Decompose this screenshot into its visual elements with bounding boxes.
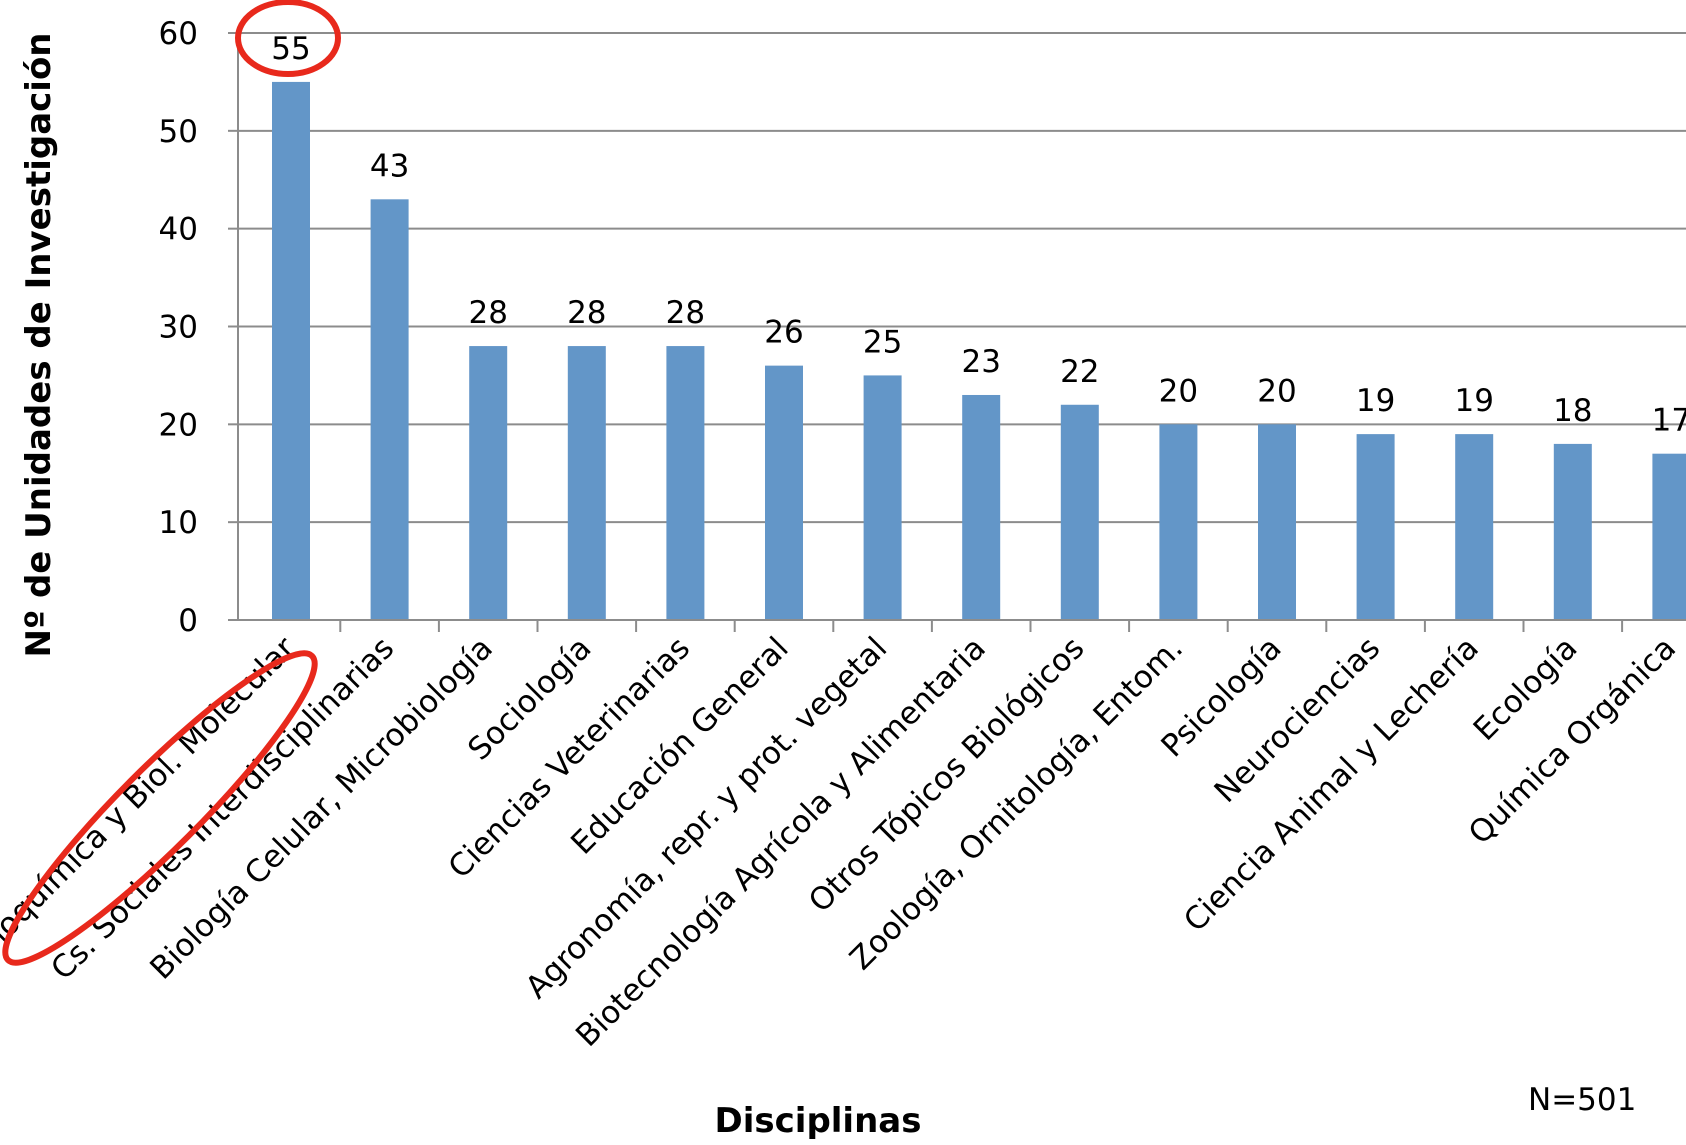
y-axis-title: Nº de Unidades de Investigación — [19, 32, 59, 657]
data-label: 26 — [764, 315, 803, 351]
data-labels: 55 43 28 28 28 26 25 23 22 20 20 19 19 18 17 — [271, 31, 1686, 439]
data-label: 28 — [567, 295, 606, 331]
data-label: 18 — [1553, 393, 1592, 429]
data-label: 19 — [1356, 383, 1395, 419]
x-axis-title: Disciplinas — [715, 1101, 922, 1141]
y-tick-label: 10 — [159, 505, 198, 541]
bar — [1060, 404, 1099, 620]
bar — [1553, 443, 1592, 620]
category-highlight-ellipse — [2, 650, 318, 966]
data-label: 25 — [863, 324, 902, 360]
y-tick-label: 0 — [178, 603, 198, 639]
y-tick-label: 20 — [159, 407, 198, 443]
bar — [1258, 424, 1296, 620]
y-tick-label: 50 — [159, 114, 198, 150]
bar — [1356, 434, 1395, 620]
y-tick-label: 60 — [159, 16, 198, 52]
bar — [666, 346, 705, 620]
data-label: 28 — [468, 295, 507, 331]
y-axis-ticks: 0 10 20 30 40 50 60 — [159, 16, 238, 639]
highlight-marks — [2, 0, 341, 966]
bar — [1159, 424, 1198, 620]
y-tick-label: 30 — [159, 310, 198, 346]
bar — [370, 199, 409, 621]
x-axis — [237, 33, 1686, 632]
data-label: 28 — [666, 295, 705, 331]
data-label: 23 — [961, 344, 1000, 380]
sample-size-note: N=501 — [1528, 1082, 1636, 1118]
bar — [469, 346, 508, 620]
bar — [272, 81, 310, 620]
data-label: 55 — [271, 31, 310, 67]
data-label: 19 — [1454, 383, 1493, 419]
y-tick-label: 40 — [159, 212, 198, 248]
category-label: Neurociencias — [1208, 630, 1388, 810]
bars — [272, 81, 1686, 621]
category-label: Agronomía, repr. y prot. vegetal — [519, 630, 895, 1006]
value-highlight-circle — [235, 0, 341, 77]
data-label: 17 — [1652, 403, 1686, 439]
bar — [765, 365, 803, 620]
data-label: 20 — [1159, 373, 1198, 409]
bar — [863, 375, 902, 620]
data-label: 20 — [1257, 373, 1296, 409]
data-label: 22 — [1060, 354, 1099, 390]
bar — [1652, 453, 1686, 620]
data-label: 43 — [370, 148, 409, 184]
bar — [567, 346, 606, 620]
bar — [962, 394, 1001, 620]
bar — [1455, 434, 1494, 620]
